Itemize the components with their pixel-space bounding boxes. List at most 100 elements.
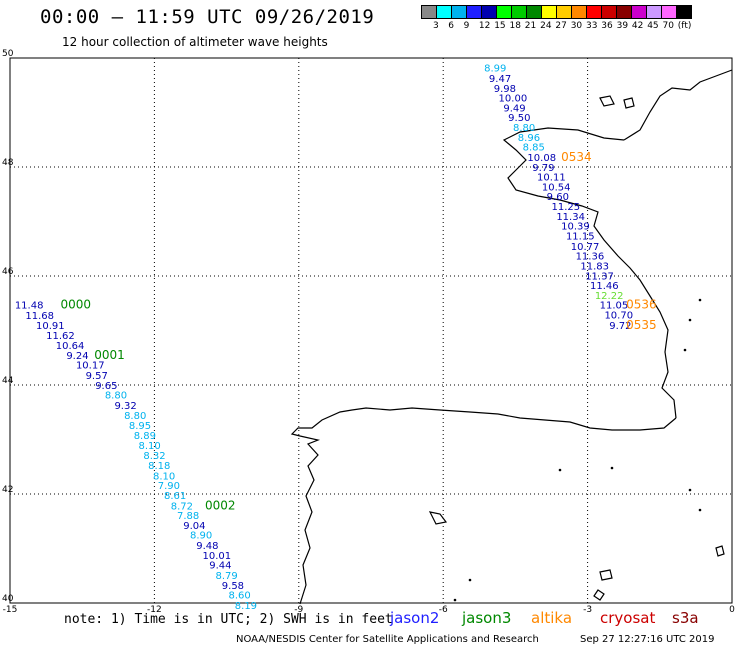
legend-altika: altika: [531, 609, 573, 627]
x-tick-label: -9: [294, 605, 303, 615]
swh-value: 8.96: [518, 133, 540, 144]
swh-value: 10.01: [203, 551, 232, 562]
swh-value: 11.48: [15, 301, 44, 312]
colorbar-label: 9: [463, 21, 470, 31]
swh-value: 9.57: [86, 371, 108, 382]
swh-value: 11.68: [25, 311, 54, 322]
coastline: [290, 407, 677, 605]
colorbar-label: 42: [631, 21, 644, 31]
credit-line: NOAA/NESDIS Center for Satellite Applica…: [236, 634, 539, 645]
swh-value: 10.00: [499, 94, 528, 105]
swh-value: 8.61: [164, 491, 186, 502]
x-tick-label: 0: [729, 605, 735, 615]
swh-value: 11.37: [585, 271, 614, 282]
coastline-detail: [688, 318, 692, 322]
y-tick-label: 44: [2, 376, 14, 386]
coastline-detail: [698, 298, 702, 302]
colorbar-label: 39: [616, 21, 629, 31]
swh-value: 8.18: [148, 461, 170, 472]
swh-value: 8.89: [134, 431, 156, 442]
swh-value: 11.15: [566, 231, 595, 242]
swh-value: 10.77: [571, 242, 600, 253]
swh-value: 11.36: [576, 252, 605, 263]
colorbar-label: (ft): [677, 21, 692, 31]
coastline: [599, 95, 615, 107]
swh-value: 10.70: [604, 311, 633, 322]
legend-s3a: s3a: [672, 609, 699, 627]
coastline: [715, 545, 725, 557]
swh-value: 10.54: [542, 182, 571, 193]
swh-value: 10.64: [56, 341, 85, 352]
swh-value: 10.39: [561, 222, 590, 233]
legend-jason2: jason2: [390, 609, 440, 627]
swh-value: 8.85: [523, 143, 545, 154]
swh-value: 9.04: [183, 521, 205, 532]
swh-value: 8.32: [143, 451, 165, 462]
y-tick-label: 46: [2, 267, 14, 277]
time-label: 0534: [561, 150, 592, 164]
swh-value: 9.58: [222, 581, 244, 592]
y-tick-label: 40: [2, 594, 14, 604]
time-label: 0001: [94, 348, 125, 362]
page-title: 00:00 – 11:59 UTC 09/26/2019: [40, 6, 375, 28]
colorbar-label: 30: [570, 21, 583, 31]
y-tick-label: 48: [2, 158, 14, 168]
colorbar: [421, 5, 692, 19]
swh-value: 11.34: [556, 212, 585, 223]
swh-value: 8.19: [235, 601, 257, 612]
coastline: [428, 511, 448, 525]
legend-jason3: jason3: [462, 609, 512, 627]
colorbar-label: 33: [586, 21, 598, 31]
coastline-detail: [688, 488, 692, 492]
coastline: [593, 589, 605, 601]
swh-value: 9.79: [532, 163, 554, 174]
swh-value: 9.49: [503, 103, 525, 114]
swh-value: 11.62: [46, 331, 75, 342]
coastline-detail: [610, 466, 614, 470]
swh-value: 9.98: [494, 84, 516, 95]
colorbar-label: 15: [494, 21, 506, 31]
colorbar-label: 27: [555, 21, 567, 31]
colorbar-label: 21: [524, 21, 537, 31]
colorbar-label: 6: [448, 21, 455, 31]
colorbar-label: 45: [647, 21, 659, 31]
colorbar-label: 24: [540, 21, 552, 31]
swh-value: 8.72: [171, 501, 193, 512]
swh-value: 10.11: [537, 173, 566, 184]
coastline: [623, 97, 635, 109]
swh-value: 9.48: [196, 541, 218, 552]
swh-value: 11.83: [580, 261, 609, 272]
swh-value: 7.88: [177, 511, 199, 522]
coastline: [623, 69, 733, 141]
swh-value: 8.90: [190, 531, 212, 542]
swh-value: 9.47: [489, 74, 511, 85]
swh-value: 10.08: [527, 153, 556, 164]
units-note: note: 1) Time is in UTC; 2) SWH is in fe…: [64, 612, 393, 627]
swh-value: 8.10: [153, 471, 175, 482]
credit-timestamp: Sep 27 12:27:16 UTC 2019: [580, 634, 715, 645]
colorbar-label: 70: [662, 21, 674, 31]
swh-value: 9.65: [95, 381, 117, 392]
swh-value: 9.24: [66, 351, 88, 362]
coastline-detail: [453, 598, 457, 602]
y-tick-label: 42: [2, 485, 13, 495]
coastline: [599, 569, 613, 581]
colorbar-swatch: [676, 5, 692, 19]
y-tick-label: 50: [2, 49, 14, 59]
swh-value: 11.46: [590, 281, 619, 292]
x-tick-label: -3: [583, 605, 592, 615]
time-label: 0000: [61, 298, 92, 312]
colorbar-labels: 3 6 9 12 15 18 21 24 27 30 33 36 39 42 45 70 (ft): [421, 21, 740, 33]
swh-value: 8.80: [105, 391, 127, 402]
swh-value: 10.91: [36, 321, 65, 332]
swh-value: 8.10: [139, 441, 161, 452]
colorbar-label: 18: [509, 21, 521, 31]
swh-value: 9.44: [209, 561, 231, 572]
swh-value: 10.17: [76, 361, 105, 372]
coastline-detail: [468, 578, 472, 582]
swh-value: 12.22: [595, 291, 624, 302]
x-tick-label: -15: [3, 605, 18, 615]
x-tick-label: -6: [439, 605, 448, 615]
legend-cryosat: cryosat: [600, 609, 656, 627]
swh-value: 8.60: [229, 591, 251, 602]
